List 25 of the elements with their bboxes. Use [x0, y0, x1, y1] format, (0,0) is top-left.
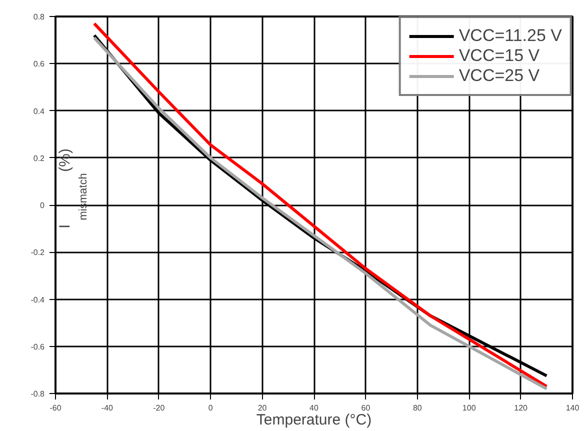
x-axis-title: Temperature (°C): [256, 412, 372, 428]
x-tick-label: -40: [101, 404, 114, 412]
y-tick-label: 0.2: [33, 154, 46, 163]
x-tick-label: -20: [153, 404, 166, 412]
y-tick-label: -0.8: [30, 390, 46, 398]
legend-label: VCC=15 V: [458, 46, 540, 66]
y-tick-label: 0: [40, 201, 46, 210]
y-tick-label: -0.4: [30, 295, 46, 304]
x-tick-label: 60: [361, 404, 371, 412]
x-tick-label: 120: [514, 404, 528, 412]
y-tick-label: -0.2: [30, 248, 46, 258]
y-tick-label: -0.6: [30, 342, 46, 352]
legend-label: VCC=11.25 V: [458, 26, 562, 46]
x-tick-label: 140: [566, 404, 580, 412]
x-tick-label: 20: [258, 404, 268, 412]
x-tick-label: -60: [50, 404, 62, 412]
x-tick-label: 40: [310, 404, 319, 412]
x-tick-label: 0: [208, 404, 214, 412]
y-tick-label: 0.6: [33, 60, 46, 69]
y-tick-label: 0.8: [33, 12, 46, 22]
x-tick-label: 80: [412, 404, 422, 412]
y-tick-label: 0.4: [33, 106, 46, 116]
x-tick-label: 100: [462, 404, 476, 412]
legend-label: VCC=25 V: [458, 66, 540, 86]
y-axis-title: Imismatch(%): [56, 148, 90, 228]
